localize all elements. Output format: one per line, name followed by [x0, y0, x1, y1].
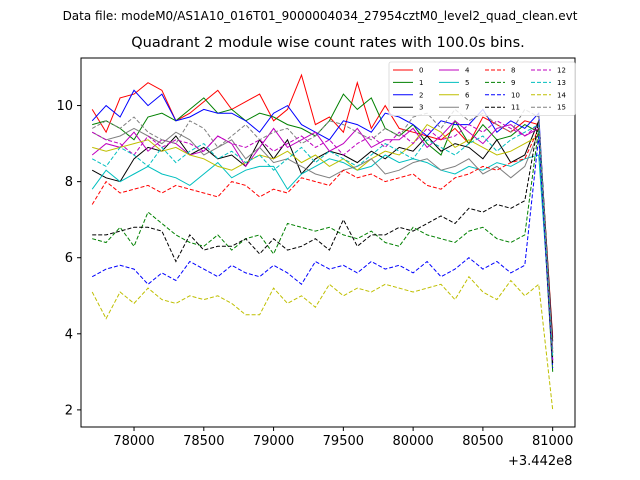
legend-label-0: 0: [419, 67, 423, 75]
legend-label-6: 6: [465, 91, 470, 99]
y-tick-label: 10: [56, 99, 73, 114]
legend-label-8: 8: [511, 67, 515, 75]
series-line-5: [91, 154, 554, 353]
legend-label-3: 3: [419, 104, 423, 112]
legend-label-13: 13: [557, 79, 566, 87]
legend-label-12: 12: [557, 67, 566, 75]
x-tick-label: 78500: [183, 434, 224, 449]
y-axis: 2 4 6 8 10: [56, 99, 81, 418]
y-tick-label: 8: [65, 175, 73, 190]
legend-label-5: 5: [465, 79, 469, 87]
legend-label-4: 4: [465, 67, 470, 75]
series-line-0: [91, 73, 554, 338]
legend-label-11: 11: [511, 104, 520, 112]
series-line-15: [91, 108, 554, 353]
series-lines: [91, 73, 554, 410]
x-offset-label: +3.442e8: [508, 454, 573, 469]
legend-label-2: 2: [419, 91, 423, 99]
legend-label-1: 1: [419, 79, 423, 87]
series-line-3: [91, 120, 554, 342]
x-tick-label: 80500: [462, 434, 503, 449]
series-line-10: [91, 135, 554, 369]
series-line-6: [92, 123, 554, 357]
x-tick-label: 79500: [323, 434, 364, 449]
figure-suptitle: Data file: modeM0/AS1A10_016T01_90000040…: [62, 9, 578, 23]
chart-title: Quadrant 2 module wise count rates with …: [131, 35, 525, 51]
series-line-7: [91, 127, 554, 353]
series-line-8: [91, 128, 554, 365]
legend-label-7: 7: [465, 104, 469, 112]
plot-frame: [80, 57, 576, 428]
series-line-11: [92, 120, 554, 365]
x-tick-label: 79000: [253, 434, 294, 449]
series-line-14: [91, 275, 554, 410]
legend-label-9: 9: [511, 79, 515, 87]
legend-label-14: 14: [557, 91, 566, 99]
legend-box: [388, 61, 576, 116]
series-line-2: [91, 89, 554, 361]
x-axis: 78000 78500 79000 79500 80000 80500 81000: [113, 427, 573, 449]
x-tick-label: 78000: [113, 434, 154, 449]
series-line-13: [91, 123, 554, 357]
y-tick-label: 2: [65, 403, 73, 418]
y-tick-label: 4: [65, 327, 73, 342]
x-tick-label: 81000: [532, 434, 573, 449]
legend-label-15: 15: [557, 104, 566, 112]
x-tick-label: 80000: [392, 434, 433, 449]
series-line-9: [92, 128, 554, 365]
legend-label-10: 10: [511, 91, 520, 99]
y-tick-label: 6: [65, 251, 73, 266]
series-line-12: [91, 120, 554, 361]
